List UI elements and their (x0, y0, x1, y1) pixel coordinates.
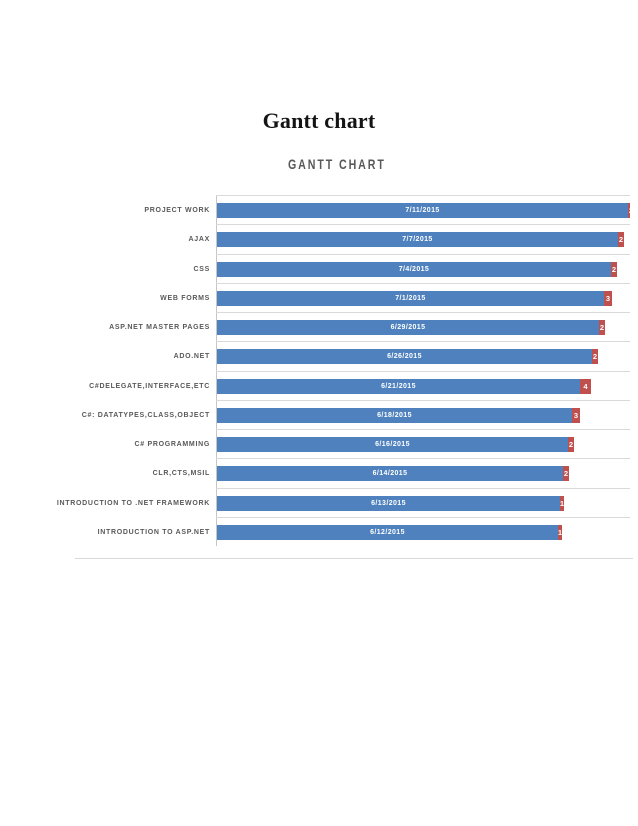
gridline (216, 283, 630, 284)
bar-start-segment: 7/1/2015 (217, 291, 604, 306)
bar-date-label: 6/16/2015 (375, 441, 410, 448)
gridline (216, 400, 630, 401)
task-bar: 7/1/2015 3 (217, 291, 612, 306)
bar-date-label: 6/12/2015 (370, 529, 405, 536)
bar-duration-segment: 2 (628, 203, 630, 218)
gridline (216, 371, 630, 372)
bar-duration-segment: 2 (568, 437, 574, 452)
bar-start-segment: 6/12/2015 (217, 525, 558, 540)
bar-duration-label: 2 (611, 265, 617, 274)
task-bar: 6/13/2015 1 (217, 496, 564, 511)
bar-duration-segment: 2 (618, 232, 624, 247)
bar-start-segment: 6/18/2015 (217, 408, 572, 423)
task-label: CSS (193, 266, 210, 273)
bar-start-segment: 6/29/2015 (217, 320, 599, 335)
bar-duration-segment: 2 (563, 466, 569, 481)
bar-duration-segment: 2 (592, 349, 598, 364)
bar-start-segment: 6/16/2015 (217, 437, 568, 452)
bar-duration-label: 1 (559, 499, 565, 508)
task-bar: 7/7/2015 2 (217, 232, 624, 247)
gridline (216, 254, 630, 255)
bar-start-segment: 6/14/2015 (217, 466, 563, 481)
bar-duration-label: 2 (592, 352, 598, 361)
gantt-chart: PROJECT WORK AJAX CSS WEB FORMS ASP.NET MAST… (0, 195, 638, 546)
task-label: ADO.NET (173, 353, 210, 360)
task-bar: 6/26/2015 2 (217, 349, 598, 364)
task-label: C#DELEGATE,INTERFACE,ETC (89, 383, 210, 390)
bar-duration-label: 4 (583, 382, 588, 391)
bar-duration-segment: 3 (572, 408, 580, 423)
bar-duration-label: 2 (563, 469, 569, 478)
task-label: C# PROGRAMMING (134, 441, 210, 448)
task-bar: 6/12/2015 1 (217, 525, 562, 540)
bar-start-segment: 6/26/2015 (217, 349, 592, 364)
task-bar: 7/4/2015 2 (217, 262, 617, 277)
task-bar: 6/18/2015 3 (217, 408, 580, 423)
bar-duration-label: 3 (573, 411, 579, 420)
bar-date-label: 6/14/2015 (372, 470, 408, 477)
bar-duration-segment: 1 (558, 525, 562, 540)
task-label: INTRODUCTION TO ASP.NET (97, 529, 210, 536)
bar-duration-segment: 3 (604, 291, 612, 306)
gridline (216, 341, 630, 342)
bar-date-label: 7/11/2015 (405, 207, 440, 214)
bar-start-segment: 6/21/2015 (217, 379, 580, 394)
bar-duration-label: 1 (557, 528, 563, 537)
gridline (216, 488, 630, 489)
task-bar: 7/11/2015 2 (217, 203, 630, 218)
bar-duration-label: 2 (629, 206, 630, 215)
task-bar: 6/21/2015 4 (217, 379, 591, 394)
plot-area: 7/11/2015 2 7/7/2015 2 7/4/2015 2 7/1/2015 3 6/2… (216, 195, 630, 546)
bar-start-segment: 7/7/2015 (217, 232, 618, 247)
gridline (216, 517, 630, 518)
bar-start-segment: 6/13/2015 (217, 496, 560, 511)
bar-date-label: 7/4/2015 (398, 266, 430, 273)
bar-duration-segment: 4 (580, 379, 591, 394)
task-bar: 6/29/2015 2 (217, 320, 605, 335)
bar-date-label: 6/29/2015 (390, 324, 426, 331)
gridline (216, 429, 630, 430)
value-axis-line (216, 195, 217, 546)
bar-date-label: 7/7/2015 (402, 236, 433, 243)
task-label: ASP.NET MASTER PAGES (109, 324, 210, 331)
bar-start-segment: 7/4/2015 (217, 262, 611, 277)
task-label: WEB FORMS (160, 295, 210, 302)
bar-duration-label: 3 (605, 294, 611, 303)
bar-date-label: 6/18/2015 (377, 412, 412, 419)
task-label: AJAX (188, 236, 210, 243)
bottom-divider-line (75, 558, 633, 559)
bar-start-segment: 7/11/2015 (217, 203, 628, 218)
bar-duration-segment: 1 (560, 496, 564, 511)
page-title: Gantt chart (262, 108, 376, 133)
task-label: CLR,CTS,MSIL (152, 470, 210, 477)
bar-duration-segment: 2 (599, 320, 605, 335)
bar-date-label: 7/1/2015 (395, 295, 426, 302)
chart-title: GANTT CHART (288, 156, 386, 172)
bar-duration-label: 2 (618, 235, 624, 244)
bar-date-label: 6/26/2015 (387, 353, 422, 360)
task-bar: 6/16/2015 2 (217, 437, 574, 452)
gridline (216, 458, 630, 459)
gridline (216, 224, 630, 225)
gridline (216, 312, 630, 313)
bar-date-label: 6/13/2015 (371, 500, 406, 507)
task-label: C#: DATATYPES,CLASS,OBJECT (81, 412, 210, 419)
gridline (216, 195, 630, 196)
bar-duration-label: 2 (568, 440, 574, 449)
task-bar: 6/14/2015 2 (217, 466, 569, 481)
task-label: PROJECT WORK (144, 207, 210, 214)
task-label: INTRODUCTION TO .NET FRAMEWORK (56, 500, 210, 507)
bar-date-label: 6/21/2015 (381, 383, 416, 390)
bar-duration-segment: 2 (611, 262, 617, 277)
bar-duration-label: 2 (599, 323, 605, 332)
